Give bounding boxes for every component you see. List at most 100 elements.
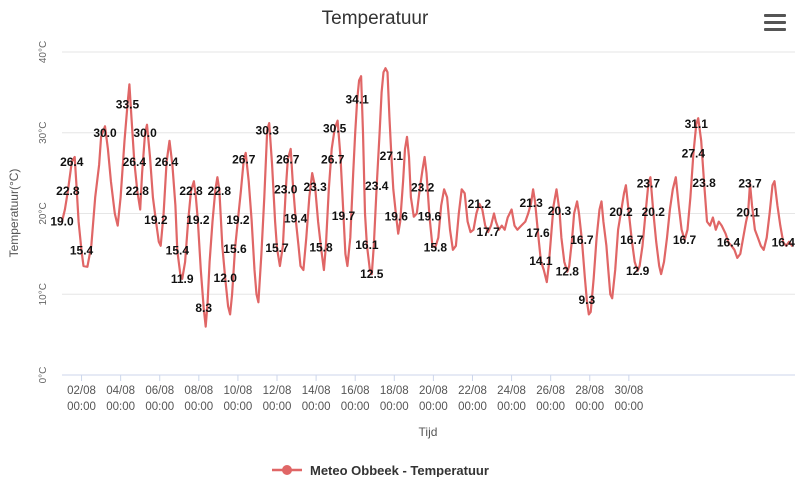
data-label: 26.7 xyxy=(276,152,300,166)
data-label: 12.0 xyxy=(214,271,238,285)
data-label: 22.8 xyxy=(208,184,232,198)
x-axis: 02/08 00:00 04/08 00:00 06/08 00:00 08/08 00:00… xyxy=(62,374,795,413)
x-tick-label-date: 16/08 xyxy=(341,385,370,397)
y-tick-label: 20°C xyxy=(38,202,49,224)
y-axis: 0°C 10°C 20°C 30°C 40°C xyxy=(38,41,49,384)
data-label: 17.7 xyxy=(476,225,500,239)
data-label: 19.2 xyxy=(226,213,250,227)
x-tick-label-time: 00:00 xyxy=(614,401,643,413)
data-label: 8.3 xyxy=(195,301,212,315)
data-label: 16.1 xyxy=(355,238,379,252)
data-label: 22.8 xyxy=(56,184,80,198)
data-label: 23.7 xyxy=(637,177,661,191)
x-tick-label-date: 14/08 xyxy=(302,385,331,397)
x-tick-label-date: 20/08 xyxy=(419,385,448,397)
data-label: 19.2 xyxy=(186,213,210,227)
y-axis-label: Temperatuur(°C) xyxy=(7,169,21,258)
data-label: 16.7 xyxy=(673,233,697,247)
y-tick-label: 40°C xyxy=(38,41,49,63)
x-tick-label-date: 08/08 xyxy=(184,385,213,397)
data-label: 26.7 xyxy=(232,152,256,166)
data-label: 23.3 xyxy=(303,180,327,194)
data-label: 33.5 xyxy=(116,97,140,111)
data-label: 12.5 xyxy=(360,267,384,281)
data-label: 15.4 xyxy=(166,244,190,258)
data-label: 30.3 xyxy=(256,123,280,137)
data-label: 9.3 xyxy=(578,293,595,307)
x-tick-label-time: 00:00 xyxy=(302,401,331,413)
legend-marker xyxy=(282,465,292,475)
x-tick-label-date: 24/08 xyxy=(497,385,526,397)
x-tick-label-time: 00:00 xyxy=(145,401,174,413)
data-label: 19.6 xyxy=(385,210,409,224)
data-label: 26.4 xyxy=(155,155,179,169)
data-label: 23.2 xyxy=(411,181,435,195)
data-labels: 19.0 22.8 26.4 15.4 30.0 33.5 26.4 22.8 30.0 19.2… xyxy=(50,93,795,315)
x-tick-label-date: 28/08 xyxy=(575,385,604,397)
y-tick-label: 0°C xyxy=(38,367,49,384)
data-label: 26.7 xyxy=(321,152,345,166)
data-label: 30.5 xyxy=(323,122,347,136)
legend-series-name: Meteo Obbeek - Temperatuur xyxy=(310,463,489,477)
data-label: 15.8 xyxy=(424,240,448,254)
data-label: 23.7 xyxy=(738,177,762,191)
data-label: 19.7 xyxy=(332,209,356,223)
data-label: 31.1 xyxy=(685,117,709,131)
data-label: 23.4 xyxy=(365,179,389,193)
x-tick-label-date: 10/08 xyxy=(224,385,253,397)
data-label: 27.4 xyxy=(682,147,706,161)
data-label: 17.6 xyxy=(526,226,550,240)
x-tick-label-date: 06/08 xyxy=(145,385,174,397)
data-label: 15.7 xyxy=(265,241,289,255)
data-label: 15.6 xyxy=(223,242,247,256)
x-tick-label-date: 30/08 xyxy=(614,385,643,397)
data-label: 12.9 xyxy=(626,264,650,278)
x-tick-label-time: 00:00 xyxy=(575,401,604,413)
data-label: 16.4 xyxy=(717,236,741,250)
series-line xyxy=(60,67,794,328)
x-tick-label-time: 00:00 xyxy=(497,401,526,413)
x-tick-label-date: 22/08 xyxy=(458,385,487,397)
data-label: 30.0 xyxy=(93,126,117,140)
x-axis-label: Tijd xyxy=(419,425,438,439)
data-label: 15.8 xyxy=(309,240,333,254)
x-tick-label-date: 04/08 xyxy=(106,385,135,397)
data-label: 34.1 xyxy=(345,93,369,107)
data-label: 26.4 xyxy=(123,155,147,169)
x-tick-label-time: 00:00 xyxy=(536,401,565,413)
data-label: 11.9 xyxy=(171,272,194,286)
x-tick-label-time: 00:00 xyxy=(341,401,370,413)
x-tick-label-time: 00:00 xyxy=(67,401,96,413)
x-tick-label-date: 12/08 xyxy=(263,385,292,397)
x-tick-label-time: 00:00 xyxy=(106,401,135,413)
x-tick-label-time: 00:00 xyxy=(184,401,213,413)
x-tick-label-time: 00:00 xyxy=(263,401,292,413)
x-tick-label-time: 00:00 xyxy=(419,401,448,413)
y-tick-label: 10°C xyxy=(38,283,49,305)
data-label: 26.4 xyxy=(60,155,84,169)
data-label: 20.3 xyxy=(548,204,572,218)
data-label: 19.2 xyxy=(144,213,168,227)
x-tick-label-time: 00:00 xyxy=(224,401,253,413)
x-tick-label-date: 26/08 xyxy=(536,385,565,397)
data-label: 12.8 xyxy=(556,265,580,279)
data-label: 22.8 xyxy=(179,184,203,198)
data-label: 16.7 xyxy=(620,233,644,247)
data-label: 16.4 xyxy=(772,236,796,250)
x-tick-label-date: 02/08 xyxy=(67,385,96,397)
data-label: 19.0 xyxy=(50,215,74,229)
data-label: 14.1 xyxy=(529,254,553,268)
chart-menu-button[interactable] xyxy=(764,14,786,32)
data-label: 23.0 xyxy=(274,182,298,196)
legend[interactable]: Meteo Obbeek - Temperatuur xyxy=(272,463,489,477)
x-tick-label-date: 18/08 xyxy=(380,385,409,397)
data-label: 27.1 xyxy=(380,149,404,163)
data-label: 19.6 xyxy=(418,210,442,224)
chart-title: Temperatuur xyxy=(322,8,429,29)
x-tick-label-time: 00:00 xyxy=(458,401,487,413)
data-label: 21.3 xyxy=(519,196,543,210)
hamburger-icon xyxy=(764,14,786,17)
data-label: 19.4 xyxy=(284,211,308,225)
data-label: 20.1 xyxy=(736,206,760,220)
data-label: 30.0 xyxy=(133,126,157,140)
